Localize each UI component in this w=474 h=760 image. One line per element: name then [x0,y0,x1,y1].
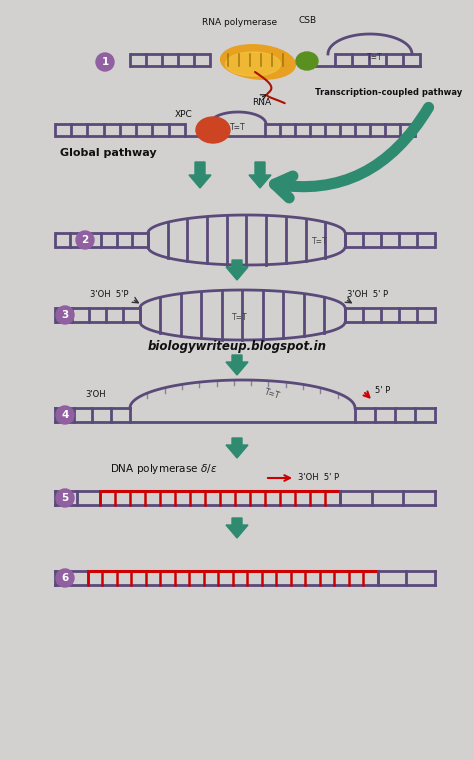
Circle shape [56,306,74,324]
Text: 4: 4 [61,410,69,420]
Ellipse shape [196,117,230,143]
Text: T=T: T=T [264,388,282,401]
Ellipse shape [296,52,318,70]
Text: T=T: T=T [230,123,246,132]
Text: 3'OH  5' P: 3'OH 5' P [347,290,388,299]
Polygon shape [249,162,271,188]
Polygon shape [189,162,211,188]
Text: T=T: T=T [367,53,383,62]
Text: XPC: XPC [174,110,192,119]
Polygon shape [226,355,248,375]
Text: 3: 3 [61,310,69,320]
Polygon shape [226,518,248,538]
Text: RNA polymerase: RNA polymerase [202,18,278,27]
Text: RNA: RNA [252,98,271,107]
Text: 2: 2 [82,235,89,245]
Text: biologywriteup.blogspot.in: biologywriteup.blogspot.in [147,340,327,353]
Ellipse shape [226,52,281,76]
Polygon shape [226,260,248,280]
Text: DNA polymerase $\delta/\varepsilon$: DNA polymerase $\delta/\varepsilon$ [110,462,218,476]
Circle shape [96,53,114,71]
Polygon shape [226,438,248,458]
Text: 3'OH  5'P: 3'OH 5'P [90,290,128,299]
Circle shape [56,489,74,507]
Text: T=T: T=T [312,237,328,246]
Text: 6: 6 [61,573,69,583]
Ellipse shape [220,45,295,79]
Text: 3'OH: 3'OH [85,390,106,399]
Text: CSB: CSB [299,16,317,25]
Text: 5: 5 [61,493,69,503]
Text: 3'OH  5' P: 3'OH 5' P [298,473,339,483]
Text: T=T: T=T [232,312,248,321]
Circle shape [56,406,74,424]
FancyArrowPatch shape [274,107,428,198]
Text: 1: 1 [101,57,109,67]
Text: Global pathway: Global pathway [60,148,156,158]
Text: 5' P: 5' P [375,386,390,395]
Circle shape [56,569,74,587]
Circle shape [76,231,94,249]
Text: Transcription-coupled pathway: Transcription-coupled pathway [315,88,462,97]
